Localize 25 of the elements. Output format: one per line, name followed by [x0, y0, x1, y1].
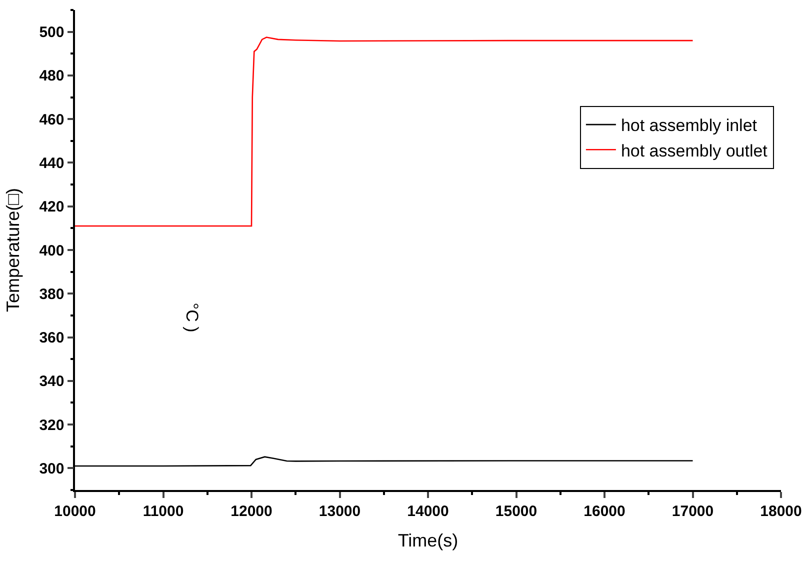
y-tick-label: 300	[39, 460, 64, 478]
annotation: °C )	[182, 302, 202, 332]
y-tick-label: 440	[39, 154, 64, 172]
legend-label: hot assembly outlet	[620, 141, 768, 160]
x-tick-label: 13000	[318, 502, 361, 520]
y-tick-label: 400	[39, 242, 64, 260]
x-tick-label: 10000	[54, 502, 96, 520]
y-tick-label: 320	[39, 416, 64, 434]
x-tick-label: 17000	[672, 502, 714, 520]
y-axis-title: Temperature(□)	[2, 188, 23, 312]
x-tick-label: 15000	[495, 502, 538, 520]
y-tick-label: 460	[39, 111, 64, 128]
y-tick-label: 380	[39, 286, 64, 303]
x-axis-title: Time(s)	[398, 530, 458, 550]
x-tick-label: 14000	[407, 502, 449, 520]
x-tick-label: 12000	[230, 502, 272, 520]
x-tick-label: 16000	[584, 502, 626, 520]
y-tick-label: 420	[39, 198, 64, 216]
y-tick-label: 480	[39, 68, 64, 85]
y-tick-label: 340	[39, 373, 64, 390]
legend-label: hot assembly inlet	[620, 116, 758, 136]
x-tick-label: 18000	[760, 502, 802, 520]
x-tick-label: 11000	[142, 502, 184, 520]
y-tick-label: 500	[39, 24, 64, 42]
y-tick-label: 360	[39, 330, 64, 347]
